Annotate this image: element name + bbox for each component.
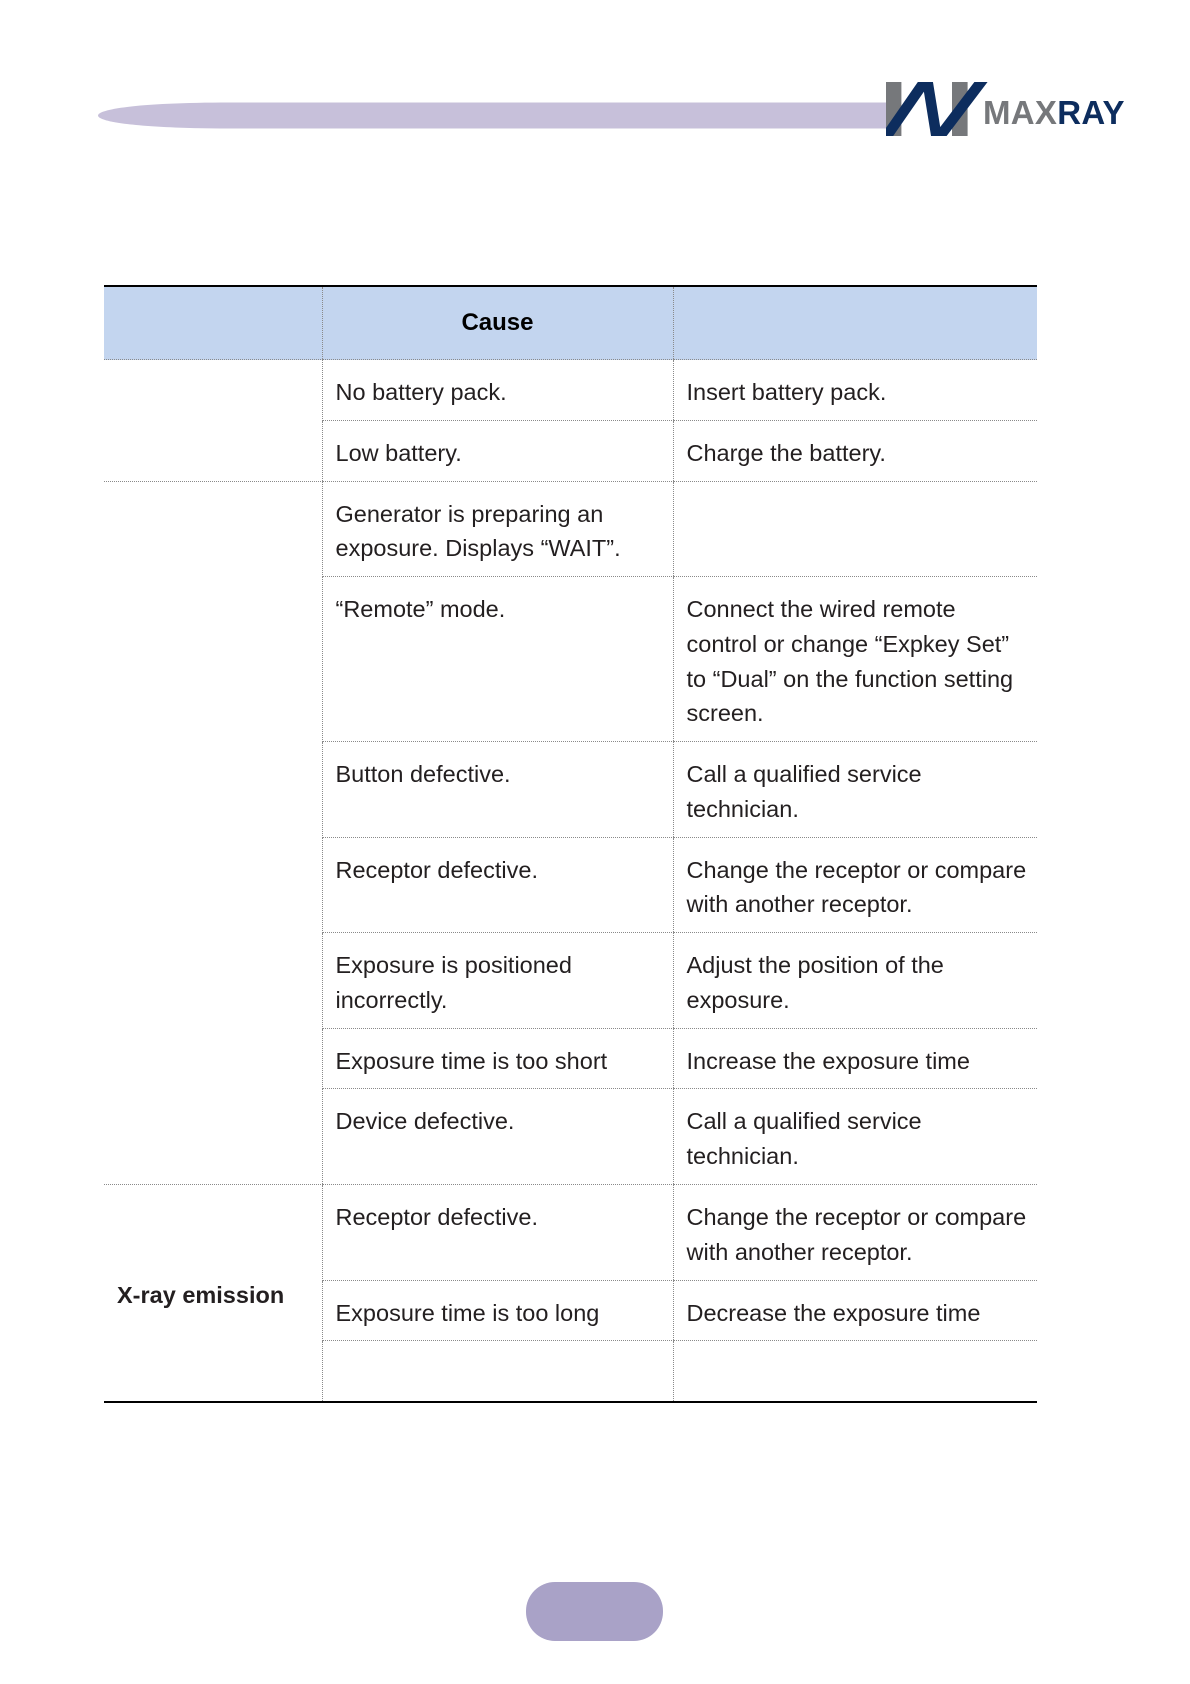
svg-text:MAXRAY: MAXRAY <box>983 94 1125 131</box>
